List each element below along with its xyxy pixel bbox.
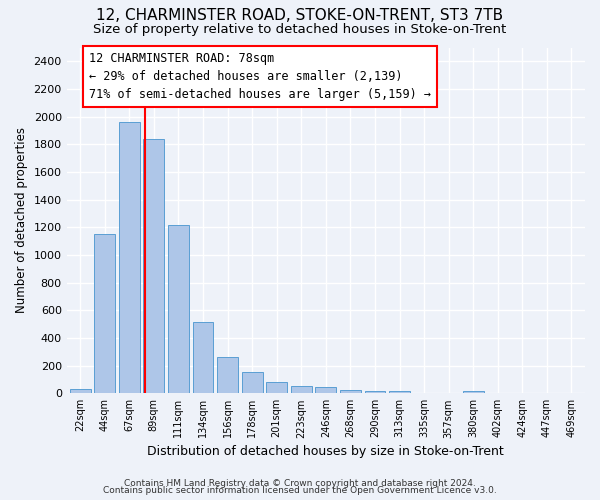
Text: 12, CHARMINSTER ROAD, STOKE-ON-TRENT, ST3 7TB: 12, CHARMINSTER ROAD, STOKE-ON-TRENT, ST… xyxy=(97,8,503,22)
Text: Contains public sector information licensed under the Open Government Licence v3: Contains public sector information licen… xyxy=(103,486,497,495)
Bar xyxy=(340,390,361,394)
Bar xyxy=(217,356,238,394)
Text: Size of property relative to detached houses in Stoke-on-Trent: Size of property relative to detached ho… xyxy=(94,22,506,36)
Text: Contains HM Land Registry data © Crown copyright and database right 2024.: Contains HM Land Registry data © Crown c… xyxy=(124,478,476,488)
Bar xyxy=(242,372,263,394)
Y-axis label: Number of detached properties: Number of detached properties xyxy=(15,128,28,314)
Bar xyxy=(365,390,385,394)
Bar xyxy=(316,387,336,394)
Bar xyxy=(389,391,410,394)
Bar xyxy=(193,322,214,394)
Bar xyxy=(463,390,484,394)
Bar xyxy=(168,226,189,394)
X-axis label: Distribution of detached houses by size in Stoke-on-Trent: Distribution of detached houses by size … xyxy=(148,444,504,458)
Bar xyxy=(266,382,287,394)
Bar xyxy=(70,389,91,394)
Bar xyxy=(119,122,140,394)
Bar xyxy=(143,139,164,394)
Text: 12 CHARMINSTER ROAD: 78sqm
← 29% of detached houses are smaller (2,139)
71% of s: 12 CHARMINSTER ROAD: 78sqm ← 29% of deta… xyxy=(89,52,431,100)
Bar xyxy=(94,234,115,394)
Bar xyxy=(291,386,312,394)
